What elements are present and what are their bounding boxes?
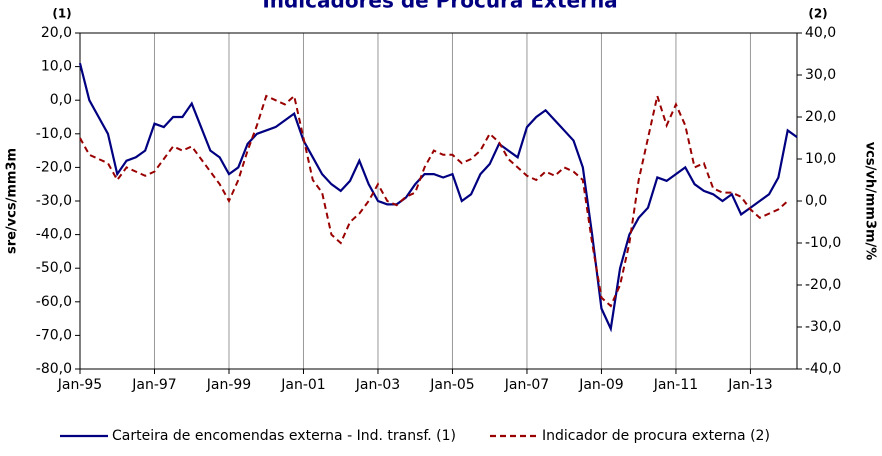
y-tick-label: 20,0 bbox=[41, 25, 72, 41]
chart-title: Indicadores de Procura Externa bbox=[262, 0, 617, 13]
y-tick-label: -20,0 bbox=[36, 159, 72, 175]
y-axis-label: sre/vcs/mm3m bbox=[5, 148, 20, 254]
x-tick-label: Jan-13 bbox=[727, 377, 772, 393]
y2-tick-label: -20,0 bbox=[805, 277, 841, 293]
y-tick-label: -60,0 bbox=[36, 294, 72, 310]
y2-tick-label: 20,0 bbox=[805, 109, 836, 125]
x-tick-label: Jan-09 bbox=[578, 377, 623, 393]
y2-tick-label: 0,0 bbox=[805, 193, 827, 209]
series-line bbox=[78, 62, 798, 333]
y-tick-label: -50,0 bbox=[36, 260, 72, 276]
y2-note: (2) bbox=[808, 7, 827, 21]
series-line bbox=[79, 92, 789, 308]
y2-tick-label: -10,0 bbox=[805, 235, 841, 251]
y-tick-label: 10,0 bbox=[41, 59, 72, 75]
y2-tick-label: 30,0 bbox=[805, 67, 836, 83]
y-tick-label: -30,0 bbox=[36, 193, 72, 209]
y2-tick-label: 10,0 bbox=[805, 151, 836, 167]
y-tick-label: -40,0 bbox=[36, 227, 72, 243]
plot-frame bbox=[79, 32, 798, 370]
y-tick-label: -10,0 bbox=[36, 126, 72, 142]
x-tick-label: Jan-11 bbox=[653, 377, 698, 393]
x-tick-label: Jan-07 bbox=[504, 377, 549, 393]
x-tick-label: Jan-05 bbox=[429, 377, 474, 393]
legend-label: Carteira de encomendas externa - Ind. tr… bbox=[112, 428, 456, 444]
legend-label: Indicador de procura externa (2) bbox=[542, 428, 770, 444]
y-tick-label: -70,0 bbox=[36, 327, 72, 343]
y2-tick-label: -40,0 bbox=[805, 361, 841, 377]
y-note: (1) bbox=[52, 7, 71, 21]
x-tick-label: Jan-01 bbox=[280, 377, 325, 393]
y-tick-label: -80,0 bbox=[36, 361, 72, 377]
x-tick-label: Jan-97 bbox=[131, 377, 176, 393]
x-tick-label: Jan-95 bbox=[57, 377, 102, 393]
y2-axis-label: vcs/vh/mm3m/% bbox=[863, 142, 878, 261]
y2-tick-label: 40,0 bbox=[805, 25, 836, 41]
y-tick-label: 0,0 bbox=[50, 92, 72, 108]
x-tick-label: Jan-99 bbox=[206, 377, 251, 393]
y2-tick-label: -30,0 bbox=[805, 319, 841, 335]
x-tick-label: Jan-03 bbox=[355, 377, 400, 393]
